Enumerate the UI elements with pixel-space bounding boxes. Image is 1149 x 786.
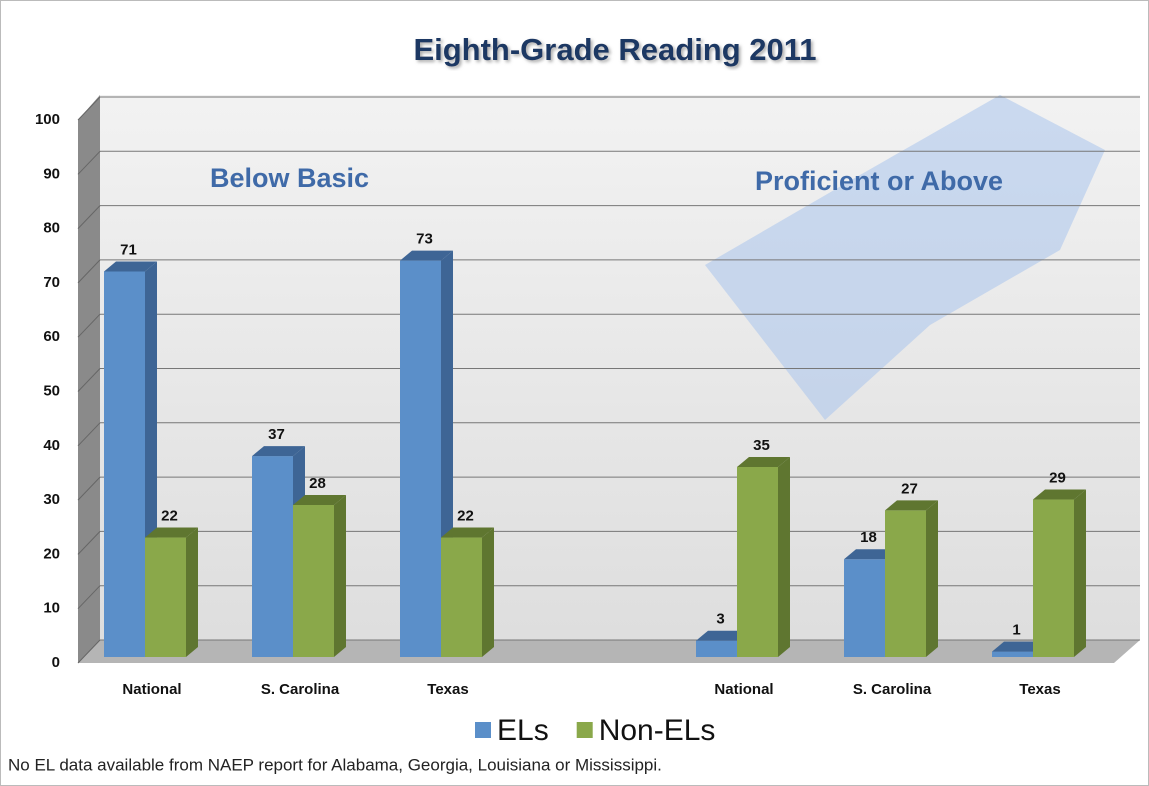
- bar-top: [252, 446, 305, 457]
- grid-line: [77, 585, 101, 610]
- y-tick-label: 90: [43, 165, 60, 182]
- grid-line: [77, 368, 101, 392]
- value-label: 37: [268, 426, 285, 443]
- grid-line: [77, 476, 101, 501]
- grid-line: [77, 639, 101, 664]
- value-label: 27: [901, 480, 918, 497]
- value-label: 29: [1049, 469, 1066, 486]
- y-tick-label: 60: [43, 328, 60, 345]
- grid-line: [77, 205, 101, 229]
- bar-side: [778, 456, 790, 657]
- x-tick-label: National: [122, 681, 181, 698]
- bar: [252, 456, 293, 657]
- book-watermark: [705, 95, 1105, 420]
- bar-top: [145, 527, 198, 538]
- y-tick-label: 0: [52, 654, 60, 671]
- bar-side: [482, 527, 494, 657]
- annotation: Below Basic: [210, 163, 369, 193]
- bar-top: [1033, 489, 1086, 500]
- legend-swatch: [475, 722, 491, 738]
- legend-label: ELs: [497, 714, 549, 747]
- grid-line: [77, 531, 101, 555]
- grid-line: [77, 96, 101, 121]
- bar-top: [441, 527, 494, 538]
- side-wall: [78, 95, 100, 663]
- bar-side: [334, 494, 346, 657]
- grid-line: [77, 259, 101, 284]
- value-label: 1: [1012, 622, 1020, 639]
- grid-line: [77, 313, 101, 338]
- x-tick-label: Texas: [427, 681, 468, 698]
- value-label: 22: [161, 508, 178, 525]
- bar-side: [1074, 489, 1086, 657]
- bar-top: [104, 261, 157, 272]
- legend-swatch: [576, 722, 593, 738]
- y-tick-label: 40: [43, 437, 60, 454]
- bar: [441, 537, 482, 657]
- value-label: 18: [860, 529, 877, 546]
- footnote: No EL data available from NAEP report fo…: [8, 755, 662, 774]
- y-tick-label: 80: [43, 220, 60, 237]
- legend-label: Non-ELs: [599, 714, 716, 747]
- floor: [78, 640, 1140, 663]
- y-tick-label: 20: [43, 545, 60, 562]
- bar-side: [186, 527, 198, 657]
- x-tick-label: National: [714, 681, 773, 698]
- y-tick-label: 70: [43, 274, 60, 291]
- bar-top: [992, 641, 1045, 652]
- bar: [844, 559, 885, 657]
- bar: [737, 466, 778, 657]
- bar: [104, 271, 145, 657]
- y-tick-label: 30: [43, 491, 60, 508]
- value-label: 28: [309, 475, 326, 492]
- x-tick-label: Texas: [1019, 681, 1060, 698]
- value-label: 35: [753, 437, 770, 454]
- value-label: 3: [716, 611, 724, 628]
- x-tick-label: S. Carolina: [853, 681, 932, 698]
- bar-top: [293, 494, 346, 505]
- y-tick-label: 10: [43, 600, 60, 617]
- grid-line: [77, 422, 101, 447]
- bar-side: [926, 500, 938, 657]
- bar: [1033, 499, 1074, 657]
- chart-title: Eighth-Grade Reading 2011: [413, 32, 816, 67]
- value-label: 73: [416, 231, 433, 248]
- bar-top: [737, 456, 790, 467]
- bar-top: [844, 549, 897, 560]
- value-label: 22: [457, 508, 474, 525]
- bar: [400, 260, 441, 657]
- value-label: 71: [120, 241, 137, 258]
- bar: [696, 640, 737, 657]
- bar-top: [696, 630, 749, 641]
- y-tick-label: 100: [35, 111, 60, 128]
- y-tick-label: 50: [43, 382, 60, 399]
- bar: [293, 504, 334, 657]
- annotation: Proficient or Above: [755, 166, 1003, 196]
- bar-top: [885, 500, 938, 511]
- grid-line: [77, 150, 101, 175]
- bar: [992, 651, 1033, 657]
- bar: [885, 510, 926, 657]
- bar: [145, 537, 186, 657]
- x-tick-label: S. Carolina: [261, 681, 340, 698]
- bar-top: [400, 250, 453, 261]
